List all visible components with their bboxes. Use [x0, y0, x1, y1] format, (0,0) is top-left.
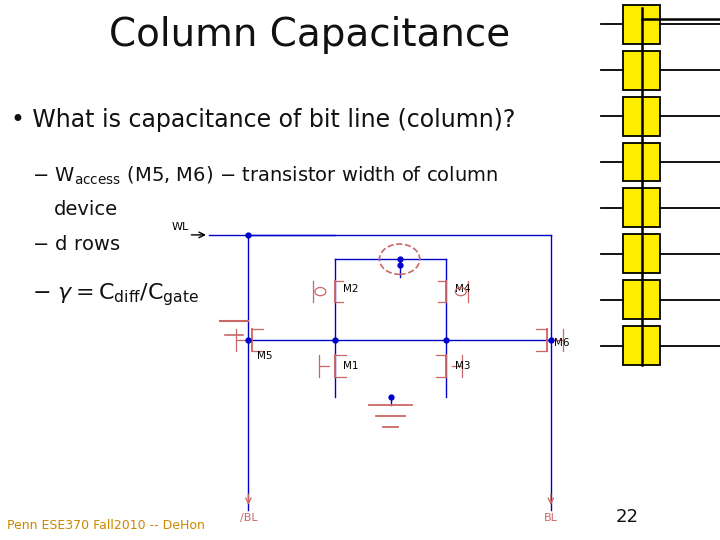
FancyBboxPatch shape: [623, 280, 660, 319]
Text: M1: M1: [343, 361, 359, 371]
Text: M6: M6: [554, 338, 570, 348]
Text: BL: BL: [544, 513, 558, 523]
FancyBboxPatch shape: [623, 51, 660, 90]
FancyBboxPatch shape: [623, 143, 660, 181]
Text: device: device: [54, 200, 118, 219]
Text: • What is capacitance of bit line (column)?: • What is capacitance of bit line (colum…: [11, 108, 516, 132]
Text: M4: M4: [455, 284, 471, 294]
FancyBboxPatch shape: [623, 234, 660, 273]
Text: 22: 22: [616, 509, 639, 526]
Text: M5: M5: [257, 352, 273, 361]
Text: $\mathregular{-}$ d rows: $\mathregular{-}$ d rows: [32, 235, 121, 254]
Text: WL: WL: [171, 222, 189, 232]
Text: M3: M3: [455, 361, 471, 371]
FancyBboxPatch shape: [623, 326, 660, 365]
Text: Column Capacitance: Column Capacitance: [109, 16, 510, 54]
Text: /BL: /BL: [240, 513, 257, 523]
FancyBboxPatch shape: [623, 188, 660, 227]
Text: $\mathregular{-}$ $\gamma\mathregular{=C_{diff}/C_{gate}}$: $\mathregular{-}$ $\gamma\mathregular{=C…: [32, 281, 199, 308]
FancyBboxPatch shape: [623, 97, 660, 136]
Text: $\mathregular{-}$ W$_{\mathregular{access}}$ (M5, M6) $\mathregular{-}$ transist: $\mathregular{-}$ W$_{\mathregular{acces…: [32, 165, 498, 187]
FancyBboxPatch shape: [623, 5, 660, 44]
Text: M2: M2: [343, 284, 359, 294]
Text: Penn ESE370 Fall2010 -- DeHon: Penn ESE370 Fall2010 -- DeHon: [7, 519, 205, 532]
